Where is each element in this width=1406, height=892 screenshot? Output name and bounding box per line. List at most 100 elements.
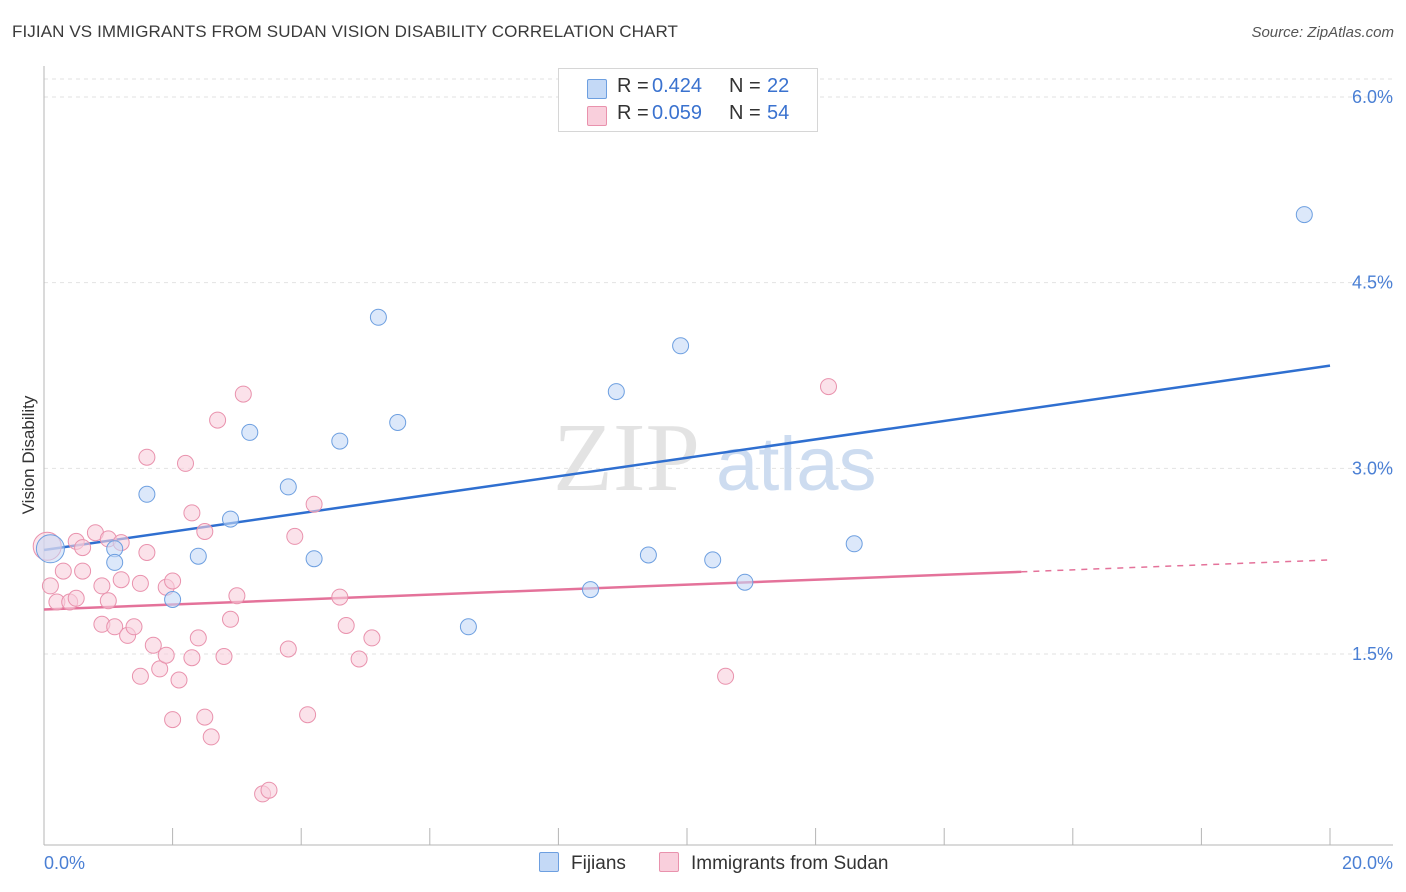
grid-lines (44, 78, 1393, 655)
sudan-trend-line (43, 570, 1022, 611)
legend-item-sudan[interactable]: Immigrants from Sudan (659, 852, 888, 875)
sudan-point[interactable] (299, 706, 317, 724)
y-tick-label: 6.0% (1352, 87, 1393, 107)
sudan-point[interactable] (228, 587, 246, 605)
sudan-point[interactable] (157, 646, 175, 664)
legend-swatch-fijians (587, 79, 607, 99)
sudan-point[interactable] (350, 650, 368, 668)
sudan-point[interactable] (717, 667, 735, 685)
sudan-point[interactable] (164, 711, 182, 729)
watermark: ZIP atlas (553, 404, 877, 512)
sudan-point[interactable] (209, 411, 227, 429)
sudan-point[interactable] (189, 629, 207, 647)
sudan-point[interactable] (305, 495, 323, 513)
fijian-point[interactable] (672, 337, 690, 355)
legend-n-value: 22 (767, 75, 790, 97)
fijian-point[interactable] (305, 550, 323, 568)
fijian-point[interactable] (639, 546, 657, 564)
sudan-point[interactable] (222, 610, 239, 628)
sudan-point[interactable] (67, 589, 85, 607)
legend-r-label: R = (617, 102, 649, 124)
fijian-point[interactable] (279, 478, 297, 496)
legend-r-value: 0.059 (652, 102, 703, 124)
sudan-point[interactable] (215, 648, 233, 665)
fijian-point[interactable] (241, 423, 259, 441)
legend-r-value: 0.424 (652, 75, 703, 97)
sudan-point[interactable] (196, 708, 214, 726)
source-label: Source: ZipAtlas.com (1251, 24, 1394, 41)
sudan-point[interactable] (363, 629, 381, 647)
fijian-point[interactable] (138, 485, 156, 503)
fijian-point[interactable] (704, 551, 722, 569)
series-legend: Fijians Immigrants from Sudan (0, 852, 1406, 878)
sudan-point[interactable] (331, 588, 349, 606)
sudan-point[interactable] (74, 539, 92, 557)
sudan-point[interactable] (99, 592, 117, 610)
fijian-point[interactable] (1295, 206, 1313, 224)
sudan-point[interactable] (286, 527, 304, 545)
sudan-point[interactable] (820, 378, 837, 396)
legend-n-value: 54 (767, 102, 790, 124)
watermark-atlas: atlas (716, 422, 877, 507)
sudan-point[interactable] (234, 385, 252, 403)
fijian-point[interactable] (736, 573, 754, 591)
sudan-trend-line-projection (1021, 559, 1331, 573)
legend-label-fijians: Fijians (571, 853, 626, 874)
axes (43, 66, 1393, 846)
fijian-point[interactable] (607, 383, 625, 401)
sudan-point[interactable] (337, 617, 355, 634)
sudan-point[interactable] (138, 544, 156, 561)
sudan-point[interactable] (170, 671, 188, 689)
fijian-point[interactable] (389, 414, 407, 431)
sudan-point[interactable] (112, 571, 130, 589)
sudan-point[interactable] (41, 577, 59, 595)
y-tick-label: 1.5% (1352, 644, 1393, 664)
sudan-point[interactable] (93, 577, 111, 595)
axis-labels: Vision Disability 0.0% 20.0% 1.5% 3.0% 4.5… (19, 87, 1393, 873)
fijian-point[interactable] (582, 581, 599, 599)
fijian-point[interactable] (106, 553, 124, 571)
fijian-point[interactable] (222, 510, 239, 528)
fijian-point[interactable] (845, 535, 863, 553)
legend-item-fijians[interactable]: Fijians (539, 852, 626, 875)
sudan-point[interactable] (183, 649, 201, 667)
sudan-point[interactable] (54, 562, 72, 580)
sudan-point[interactable] (144, 636, 162, 654)
fijian-point[interactable] (35, 534, 65, 564)
x-tick-label-min: 0.0% (44, 853, 85, 873)
x-tick-label-max: 20.0% (1342, 853, 1393, 873)
fijian-point[interactable] (189, 547, 207, 565)
sudan-point[interactable] (164, 572, 182, 590)
fijian-point[interactable] (331, 432, 349, 450)
sudan-point[interactable] (106, 618, 124, 636)
legend-label-sudan: Immigrants from Sudan (691, 853, 889, 874)
legend-r-label: R = (617, 75, 649, 97)
sudan-point[interactable] (279, 640, 297, 658)
sudan-point[interactable] (131, 574, 149, 592)
y-axis-title: Vision Disability (19, 395, 38, 514)
legend-swatch-fijians (539, 852, 559, 872)
trend-lines (43, 364, 1331, 611)
fijian-point[interactable] (459, 618, 477, 636)
legend-swatch-sudan (587, 106, 607, 126)
y-tick-label: 3.0% (1352, 458, 1393, 478)
sudan-point[interactable] (260, 781, 278, 799)
sudan-point[interactable] (177, 454, 194, 472)
data-points (32, 206, 1313, 803)
sudan-point[interactable] (196, 523, 214, 540)
legend-swatch-sudan (659, 852, 679, 872)
sudan-point[interactable] (131, 667, 149, 685)
sudan-point[interactable] (151, 660, 169, 678)
sudan-point[interactable] (125, 618, 143, 636)
legend-n-label: N = (729, 75, 761, 97)
fijian-point[interactable] (164, 591, 182, 608)
legend-n-label: N = (729, 102, 761, 124)
fijian-trend-line (43, 364, 1331, 552)
chart-title: FIJIAN VS IMMIGRANTS FROM SUDAN VISION D… (12, 22, 679, 41)
sudan-point[interactable] (74, 562, 92, 580)
fijian-point[interactable] (369, 308, 387, 326)
sudan-point[interactable] (138, 448, 156, 466)
sudan-point[interactable] (183, 504, 201, 522)
sudan-point[interactable] (202, 728, 220, 746)
watermark-zip: ZIP (553, 404, 700, 512)
